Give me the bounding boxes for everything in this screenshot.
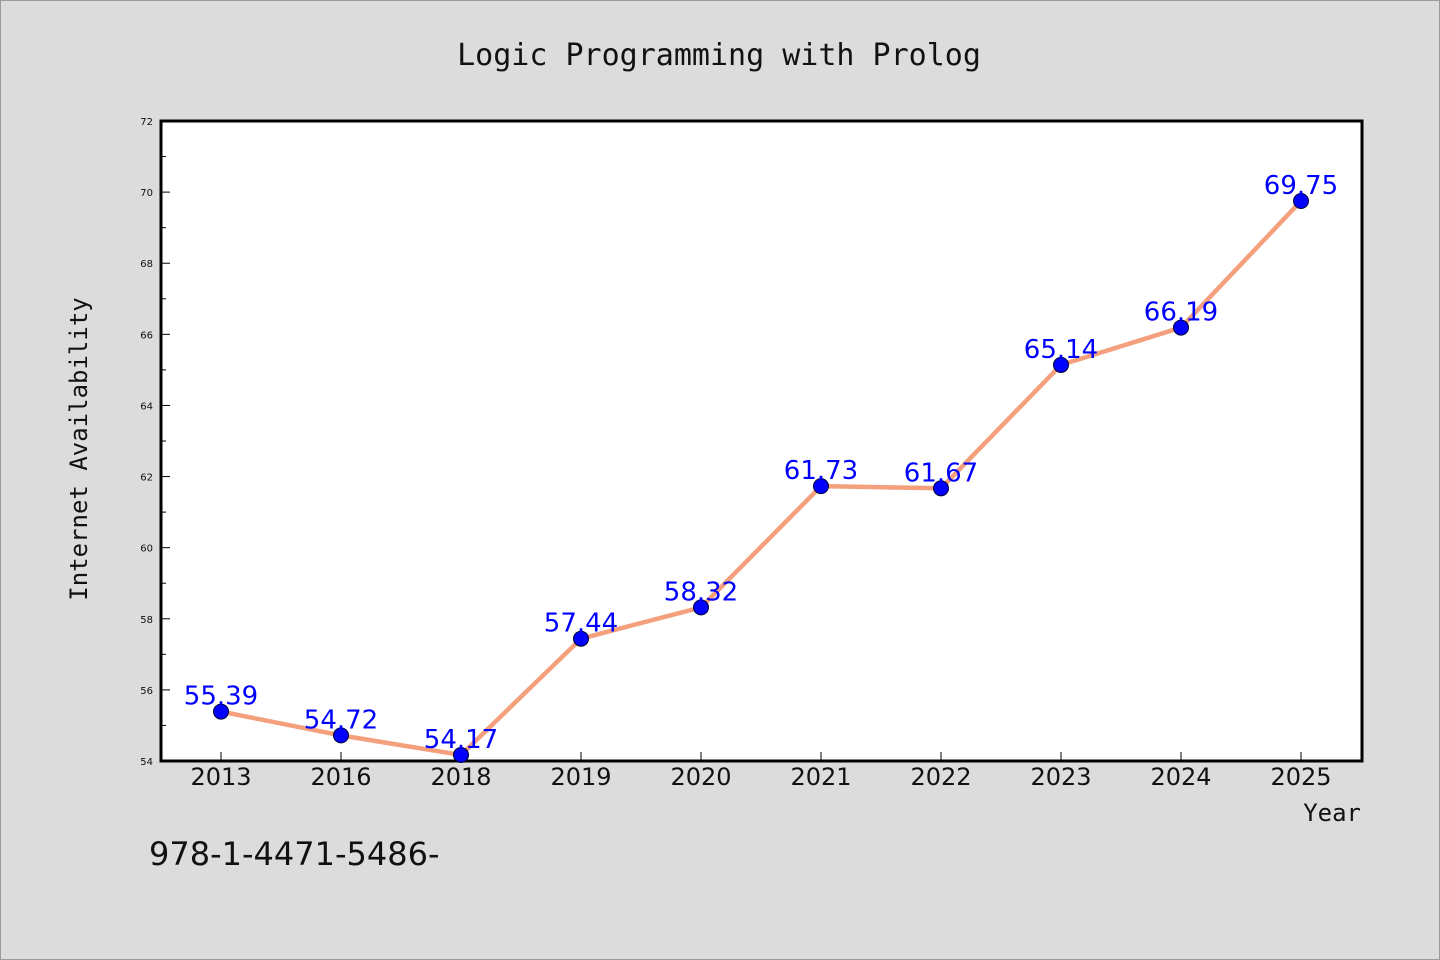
x-tick-label: 2018 [430, 763, 491, 791]
data-label: 65.14 [1024, 335, 1098, 365]
x-tick-label: 2023 [1030, 763, 1091, 791]
x-axis: 2013 2016 2018 2019 2020 2021 2022 2023 2024 2025 [190, 752, 1332, 791]
plot-area [159, 119, 1364, 763]
data-label: 66.19 [1144, 298, 1218, 328]
data-point [1293, 193, 1309, 209]
y-tick-label: 58 [140, 615, 153, 626]
x-axis-title: Year [1303, 799, 1361, 827]
series: 55.39 54.72 54.17 57.44 58.32 61.73 61.67 65.14… [184, 171, 1338, 763]
data-point [213, 703, 229, 720]
data-point [333, 727, 349, 744]
isbn-footnote: 978-1-4471-5486- [149, 835, 440, 873]
y-tick-label: 66 [140, 330, 153, 341]
y-tick-label: 56 [140, 686, 153, 697]
y-tick-label: 60 [140, 544, 153, 555]
x-tick-label: 2020 [670, 763, 731, 791]
y-tick-label: 68 [140, 259, 153, 270]
data-label: 57.44 [544, 609, 618, 639]
y-axis-title: Internet Availability [65, 297, 93, 600]
x-tick-label: 2022 [910, 763, 971, 791]
x-tick-label: 2016 [310, 763, 371, 791]
data-point [813, 478, 829, 495]
y-axis: 54 56 58 60 62 64 66 68 70 72 [140, 117, 170, 768]
y-tick-label: 64 [140, 401, 153, 412]
y-tick-label: 54 [140, 757, 153, 768]
series-line [218, 198, 1304, 758]
x-tick-label: 2013 [190, 763, 251, 791]
data-label: 54.72 [304, 705, 378, 735]
data-point [1173, 319, 1189, 336]
data-point [573, 630, 589, 647]
data-point [1053, 356, 1069, 373]
data-point [933, 480, 949, 497]
chart-title: Logic Programming with Prolog [457, 38, 981, 73]
data-label: 69.75 [1264, 171, 1338, 201]
data-label: 61.67 [904, 458, 978, 488]
data-point [453, 746, 469, 763]
y-tick-label: 72 [140, 117, 153, 128]
data-label: 58.32 [664, 577, 738, 607]
x-tick-label: 2024 [1150, 763, 1211, 791]
x-tick-label: 2019 [550, 763, 611, 791]
x-tick-label: 2025 [1270, 763, 1331, 791]
data-label: 61.73 [784, 456, 858, 486]
data-label: 54.17 [424, 725, 498, 755]
data-label: 55.39 [184, 682, 258, 712]
y-tick-label: 70 [140, 188, 153, 199]
y-tick-label: 62 [140, 473, 153, 484]
x-tick-label: 2021 [790, 763, 851, 791]
data-point [693, 599, 709, 616]
